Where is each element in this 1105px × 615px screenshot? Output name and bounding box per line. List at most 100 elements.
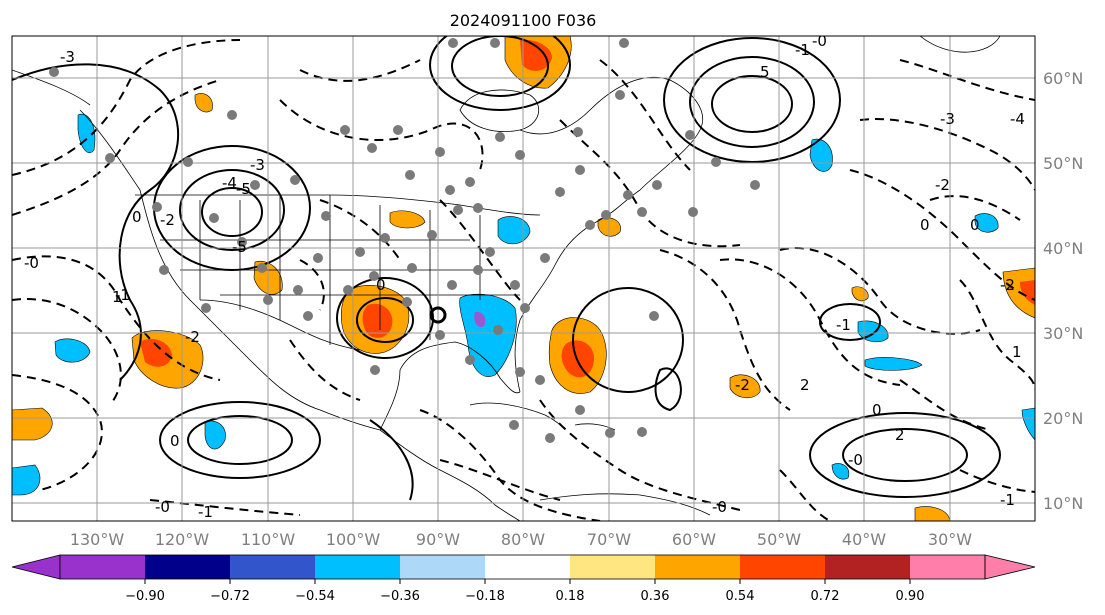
- lon-label: 60°W: [672, 530, 716, 549]
- lon-label: 120°W: [155, 530, 210, 549]
- contour-solid-south: [369, 419, 414, 501]
- contour-dashed-16: [899, 59, 1035, 101]
- shade-redorange-hurricane: [362, 303, 393, 338]
- colorbar-tick-label: 0.90: [896, 589, 925, 604]
- contour-label: -0: [24, 254, 39, 272]
- contour-dashed-27: [299, 259, 325, 311]
- shade-blue-west2: [12, 464, 41, 496]
- coastline-alaska: [12, 69, 91, 106]
- shade-blue-small6: [204, 420, 226, 450]
- colorbar-segment: [740, 555, 825, 579]
- colorbar: −0.90 −0.72 −0.54 −0.36 −0.18 0.18 0.36 …: [11, 554, 1036, 604]
- contour-dashed-23: [439, 459, 561, 501]
- contour-label: -0: [812, 32, 827, 50]
- state-lines-2: [160, 239, 520, 296]
- contour-dashed-18: [959, 279, 1035, 391]
- shade-blue-west1: [54, 338, 91, 363]
- contour-label: -4: [222, 174, 237, 192]
- gridlines: [12, 36, 1035, 521]
- contour-label: -1: [836, 316, 851, 334]
- colorbar-tick-label: 0.72: [811, 589, 840, 604]
- shade-orange-small1: [194, 93, 213, 113]
- contour-dashed-17: [929, 195, 1021, 221]
- map-content: -3 -5 -4 -3 -2 -1 0 -5 -1 -0 5 -3 -2 0 -…: [12, 32, 1035, 521]
- contour-dashed-28: [899, 379, 991, 431]
- contour-dashed-15: [859, 118, 1035, 191]
- contour-label: -2: [185, 328, 200, 346]
- contour-dashed-25: [959, 469, 1035, 493]
- colorbar-segment: [230, 555, 315, 579]
- lat-label: 40°N: [1043, 239, 1083, 258]
- contour-label: -1: [795, 41, 810, 59]
- shade-orange-small3: [914, 506, 951, 521]
- contour-solid-hurricane-inner: [356, 297, 414, 343]
- contour-label: -5: [236, 180, 251, 198]
- contour-solid-atl-low: [572, 287, 684, 393]
- contour-label: -2: [1000, 276, 1015, 294]
- coastline-southamerica: [539, 493, 711, 516]
- contour-solid-sw-pacific-inner: [187, 415, 293, 465]
- contour-label-group: -3 -5 -4 -3 -2 -1 0 -5 -1 -0 5 -3 -2 0 -…: [24, 32, 1025, 521]
- contour-label: 0: [132, 208, 142, 226]
- lon-label: 110°W: [241, 530, 296, 549]
- contour-label: -2: [735, 376, 750, 394]
- contour-label: -0: [155, 498, 170, 516]
- coastline-canada: [519, 76, 703, 191]
- contour-solid-low-west-inner: [179, 169, 285, 251]
- latitude-labels: 60°N 50°N 40°N 30°N 20°N 10°N: [1043, 69, 1083, 513]
- shade-redorange-north: [520, 39, 552, 71]
- contour-solid-se-atl-inner: [842, 428, 968, 482]
- shade-blue-gulf: [459, 293, 517, 377]
- contour-dashed-11: [659, 249, 791, 411]
- lat-label: 20°N: [1043, 409, 1083, 428]
- lon-label: 50°W: [757, 530, 801, 549]
- contour-label: 0: [376, 276, 386, 294]
- colorbar-tick-label: 0.36: [641, 589, 670, 604]
- shade-orange-west: [12, 407, 53, 441]
- contour-solid-north-center-inner: [451, 36, 549, 97]
- longitude-labels: 130°W 120°W 110°W 100°W 90°W 80°W 70°W 6…: [70, 530, 972, 549]
- contour-label: -5: [232, 238, 247, 256]
- colorbar-tick-label: −0.18: [465, 589, 505, 604]
- shade-blue-small4: [974, 213, 999, 233]
- contour-solid-sw-pacific: [159, 401, 321, 479]
- contour-label: 1: [1012, 343, 1022, 361]
- shade-purple-gulf: [474, 311, 486, 328]
- contour-solid-low-west-inner2: [201, 187, 263, 237]
- contour-dashed-26: [319, 199, 401, 261]
- colorbar-tick-label: −0.72: [210, 589, 250, 604]
- contour-solid-small-center: [654, 367, 682, 412]
- contour-label: 2: [895, 426, 905, 444]
- contour-solid-northwest: [12, 63, 180, 381]
- colorbar-segment: [315, 555, 400, 579]
- contour-solid-north-atl: [663, 37, 841, 163]
- contour-label: 2: [800, 376, 810, 394]
- contour-label: -1: [198, 503, 213, 521]
- contour-solid-north-center: [429, 36, 571, 111]
- contour-dashed-05: [12, 374, 103, 491]
- colorbar-tick-label: −0.54: [295, 589, 335, 604]
- coastline-hudson: [459, 89, 540, 132]
- colorbar-extend-high: [984, 554, 1036, 580]
- shade-orange-lakes: [389, 210, 426, 229]
- shade-blue-newengland: [497, 216, 531, 245]
- colorbar-segment: [60, 555, 145, 579]
- contour-solid-se-atl: [809, 412, 1001, 498]
- contour-label: -0: [848, 451, 863, 469]
- contour-label: 0: [170, 432, 180, 450]
- shade-orange-small2: [729, 374, 761, 399]
- border-us-canada: [135, 194, 541, 216]
- colorbar-segment: [825, 555, 910, 579]
- coastline-gulf: [379, 341, 521, 431]
- coastlines: [12, 36, 1001, 521]
- lon-label: 70°W: [587, 530, 631, 549]
- colorbar-tick-label: 0.54: [726, 589, 755, 604]
- coastline-greenland: [919, 36, 1001, 53]
- figure-title: 2024091100 F036: [450, 11, 597, 30]
- contour-dashed-04: [12, 298, 122, 406]
- contour-label: -1: [1000, 491, 1015, 509]
- contour-label: 5: [760, 63, 770, 81]
- hurricane-center-marker: [429, 306, 447, 324]
- contour-label: -3: [60, 48, 75, 66]
